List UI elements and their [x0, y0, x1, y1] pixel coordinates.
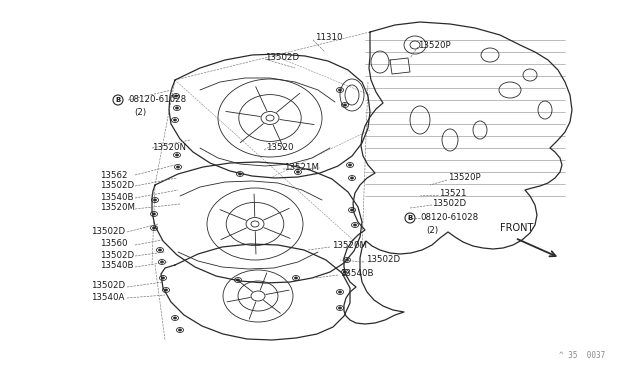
- Ellipse shape: [346, 259, 349, 261]
- Text: 13502D: 13502D: [432, 199, 466, 208]
- Text: 13540B: 13540B: [100, 192, 134, 202]
- Ellipse shape: [339, 307, 342, 309]
- Text: 13540A: 13540A: [91, 292, 124, 301]
- Ellipse shape: [179, 329, 182, 331]
- Ellipse shape: [353, 224, 356, 226]
- Text: 13502D: 13502D: [100, 182, 134, 190]
- Text: (2): (2): [426, 225, 438, 234]
- Ellipse shape: [175, 107, 179, 109]
- Text: 13521: 13521: [439, 189, 467, 198]
- Text: 13520P: 13520P: [418, 41, 451, 49]
- Text: ^ 35  0037: ^ 35 0037: [559, 351, 605, 360]
- Ellipse shape: [237, 279, 239, 281]
- Ellipse shape: [159, 249, 161, 251]
- Ellipse shape: [175, 95, 177, 97]
- Text: 13520N: 13520N: [152, 142, 186, 151]
- Ellipse shape: [296, 171, 300, 173]
- Ellipse shape: [239, 173, 241, 175]
- Text: 13502D: 13502D: [91, 228, 125, 237]
- Text: 13520P: 13520P: [448, 173, 481, 183]
- Text: B: B: [408, 215, 413, 221]
- Ellipse shape: [173, 119, 177, 121]
- Text: 13521M: 13521M: [284, 163, 319, 171]
- Ellipse shape: [177, 166, 179, 168]
- Text: 13502D: 13502D: [265, 52, 299, 61]
- Ellipse shape: [152, 213, 156, 215]
- Text: (2): (2): [134, 109, 146, 118]
- Ellipse shape: [161, 277, 164, 279]
- Ellipse shape: [344, 271, 346, 273]
- Ellipse shape: [339, 291, 342, 293]
- Ellipse shape: [339, 89, 342, 91]
- Text: 13540B: 13540B: [100, 262, 134, 270]
- Text: 13502D: 13502D: [100, 250, 134, 260]
- Text: 13520M: 13520M: [332, 241, 367, 250]
- Ellipse shape: [294, 277, 298, 279]
- Text: 11310: 11310: [315, 33, 342, 42]
- Text: 13520M: 13520M: [100, 203, 135, 212]
- Ellipse shape: [164, 289, 168, 291]
- Text: 13560: 13560: [100, 240, 127, 248]
- Ellipse shape: [351, 177, 353, 179]
- Text: FRONT: FRONT: [500, 223, 533, 233]
- Text: 13540B: 13540B: [340, 269, 374, 278]
- Text: 08120-61028: 08120-61028: [420, 214, 478, 222]
- Ellipse shape: [154, 199, 157, 201]
- Ellipse shape: [351, 209, 353, 211]
- Ellipse shape: [344, 104, 346, 106]
- Text: 13502D: 13502D: [366, 256, 400, 264]
- Ellipse shape: [161, 261, 163, 263]
- Ellipse shape: [152, 227, 156, 229]
- Text: 13502D: 13502D: [91, 282, 125, 291]
- Ellipse shape: [175, 154, 179, 156]
- Text: 08120-61028: 08120-61028: [128, 96, 186, 105]
- Text: 13520: 13520: [266, 144, 294, 153]
- Text: 13562: 13562: [100, 170, 127, 180]
- Text: B: B: [115, 97, 120, 103]
- Ellipse shape: [349, 164, 351, 166]
- Ellipse shape: [173, 317, 177, 319]
